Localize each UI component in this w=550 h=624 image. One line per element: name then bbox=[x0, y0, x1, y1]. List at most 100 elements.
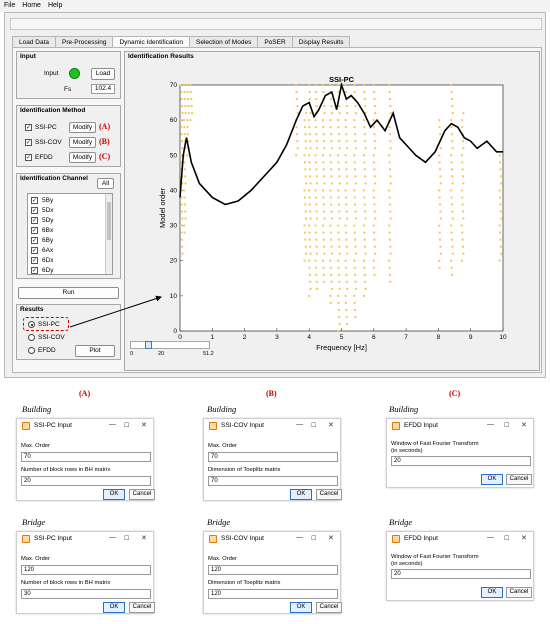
channel-checkbox[interactable]: ✓ bbox=[31, 207, 38, 214]
maximize-icon[interactable]: ☐ bbox=[124, 423, 130, 429]
stable-pole-point bbox=[189, 91, 192, 94]
select-all-channels-button[interactable]: All bbox=[97, 178, 114, 189]
tab-display-results[interactable]: Display Results bbox=[291, 36, 351, 48]
stable-pole-point bbox=[363, 203, 366, 206]
ssi-pc-checkbox[interactable]: ✓ bbox=[25, 124, 32, 131]
maximize-icon[interactable]: ☐ bbox=[124, 536, 130, 542]
scrollbar-thumb[interactable] bbox=[107, 202, 111, 240]
ok-button[interactable]: OK bbox=[290, 602, 312, 613]
stable-pole-point bbox=[337, 189, 340, 192]
maximize-icon[interactable]: ☐ bbox=[504, 536, 510, 542]
channel-item[interactable]: ✓ 5By bbox=[31, 196, 101, 205]
second-parameter-input[interactable]: 120 bbox=[208, 589, 338, 599]
model-order-slider[interactable] bbox=[130, 341, 210, 349]
close-icon[interactable]: ✕ bbox=[141, 422, 147, 429]
maximize-icon[interactable]: ☐ bbox=[311, 536, 317, 542]
cancel-button[interactable]: Cancel bbox=[129, 489, 155, 500]
max-order-input[interactable]: 70 bbox=[21, 452, 151, 462]
radio-ssi-cov[interactable] bbox=[28, 334, 35, 341]
stable-pole-point bbox=[303, 224, 306, 227]
plot-button[interactable]: Plot bbox=[75, 345, 115, 357]
max-order-input[interactable]: 120 bbox=[208, 565, 338, 575]
stable-pole-point bbox=[303, 119, 306, 122]
channel-item[interactable]: ✓ 5Dx bbox=[31, 206, 101, 215]
cancel-button[interactable]: Cancel bbox=[506, 474, 532, 485]
channel-checkbox[interactable]: ✓ bbox=[31, 247, 38, 254]
channel-checkbox[interactable]: ✓ bbox=[31, 197, 38, 204]
ok-button[interactable]: OK bbox=[481, 474, 503, 485]
channel-checkbox[interactable]: ✓ bbox=[31, 227, 38, 234]
minimize-icon[interactable]: — bbox=[487, 421, 494, 428]
channel-checkbox[interactable]: ✓ bbox=[31, 267, 38, 274]
ok-button[interactable]: OK bbox=[103, 602, 125, 613]
menu-home[interactable]: Home bbox=[22, 2, 41, 9]
stable-pole-point bbox=[191, 112, 194, 115]
close-icon[interactable]: ✕ bbox=[521, 422, 527, 429]
cancel-button[interactable]: Cancel bbox=[506, 587, 532, 598]
channel-checkbox[interactable]: ✓ bbox=[31, 257, 38, 264]
efdd-modify-button[interactable]: Modify bbox=[69, 152, 96, 163]
dialog-title: EFDD Input bbox=[404, 535, 438, 542]
minimize-icon[interactable]: — bbox=[109, 534, 116, 541]
channel-checkbox[interactable]: ✓ bbox=[31, 217, 38, 224]
minimize-icon[interactable]: — bbox=[487, 534, 494, 541]
second-parameter-input[interactable]: 30 bbox=[21, 589, 151, 599]
slider-thumb[interactable] bbox=[144, 341, 152, 349]
stable-pole-point bbox=[181, 147, 184, 150]
ssi-pc-modify-button[interactable]: Modify bbox=[69, 122, 96, 133]
cancel-button[interactable]: Cancel bbox=[129, 602, 155, 613]
fft-window-input[interactable]: 20 bbox=[391, 569, 531, 579]
ssi-cov-modify-button[interactable]: Modify bbox=[69, 137, 96, 148]
max-order-input[interactable]: 120 bbox=[21, 565, 151, 575]
stable-pole-point bbox=[330, 217, 333, 220]
close-icon[interactable]: ✕ bbox=[328, 535, 334, 542]
second-parameter-input[interactable]: 70 bbox=[208, 476, 338, 486]
stable-pole-point bbox=[329, 224, 332, 227]
radio-ssi-pc[interactable] bbox=[28, 321, 35, 328]
minimize-icon[interactable]: — bbox=[296, 421, 303, 428]
minimize-icon[interactable]: — bbox=[296, 534, 303, 541]
ssi-cov-checkbox[interactable]: ✓ bbox=[25, 139, 32, 146]
channel-item[interactable]: ✓ 6Dx bbox=[31, 256, 101, 265]
stable-pole-point bbox=[462, 112, 465, 115]
run-button[interactable]: Run bbox=[18, 287, 119, 299]
minimize-icon[interactable]: — bbox=[109, 421, 116, 428]
stable-pole-point bbox=[314, 231, 317, 234]
stable-pole-point bbox=[388, 238, 391, 241]
menu-file[interactable]: File bbox=[4, 2, 16, 9]
stable-pole-point bbox=[187, 105, 190, 108]
efdd-checkbox[interactable]: ✓ bbox=[25, 154, 32, 161]
channel-item[interactable]: ✓ 5Dy bbox=[31, 216, 101, 225]
ok-button[interactable]: OK bbox=[481, 587, 503, 598]
stable-pole-point bbox=[451, 105, 454, 108]
cancel-button[interactable]: Cancel bbox=[316, 489, 342, 500]
stable-pole-point bbox=[345, 168, 348, 171]
close-icon[interactable]: ✕ bbox=[141, 535, 147, 542]
load-button[interactable]: Load bbox=[91, 68, 115, 80]
close-icon[interactable]: ✕ bbox=[521, 535, 527, 542]
maximize-icon[interactable]: ☐ bbox=[311, 423, 317, 429]
radio-efdd[interactable] bbox=[28, 347, 35, 354]
stable-pole-point bbox=[190, 105, 193, 108]
second-parameter-input[interactable]: 20 bbox=[21, 476, 151, 486]
channel-item[interactable]: ✓ 6Bx bbox=[31, 226, 101, 235]
channel-item[interactable]: ✓ 6By bbox=[31, 236, 101, 245]
maximize-icon[interactable]: ☐ bbox=[504, 423, 510, 429]
ok-button[interactable]: OK bbox=[290, 489, 312, 500]
stable-pole-point bbox=[388, 133, 391, 136]
ok-button[interactable]: OK bbox=[103, 489, 125, 500]
channel-checkbox[interactable]: ✓ bbox=[31, 237, 38, 244]
tab-bar: Load Data Pre-Processing Dynamic Identif… bbox=[12, 36, 351, 49]
stable-pole-point bbox=[354, 147, 357, 150]
channel-item[interactable]: ✓ 6Ax bbox=[31, 246, 101, 255]
cancel-button[interactable]: Cancel bbox=[316, 602, 342, 613]
channel-list-scrollbar[interactable] bbox=[105, 194, 112, 274]
fft-window-input[interactable]: 20 bbox=[391, 456, 531, 466]
max-order-input[interactable]: 70 bbox=[208, 452, 338, 462]
x-tick-label: 0 bbox=[178, 334, 182, 341]
close-icon[interactable]: ✕ bbox=[328, 422, 334, 429]
fs-input[interactable]: 102.4 bbox=[91, 84, 115, 94]
stable-pole-point bbox=[345, 245, 348, 248]
menu-help[interactable]: Help bbox=[47, 2, 63, 9]
channel-item[interactable]: ✓ 6Dy bbox=[31, 266, 101, 274]
